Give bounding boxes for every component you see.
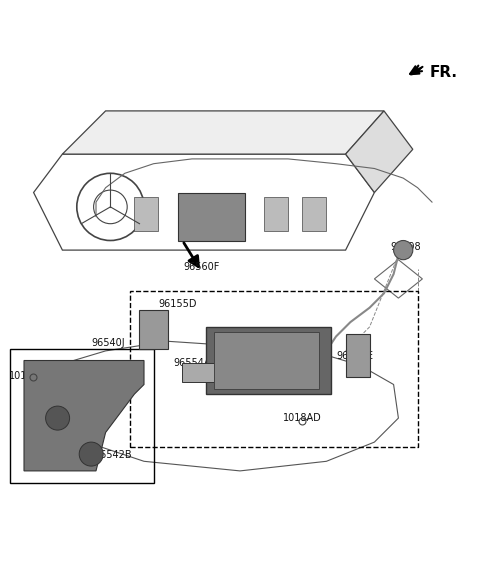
Polygon shape	[62, 111, 384, 154]
Circle shape	[46, 406, 70, 430]
Bar	[134, 197, 158, 231]
Bar	[214, 332, 319, 389]
Bar	[10, 349, 154, 483]
Polygon shape	[346, 111, 413, 193]
Bar	[206, 327, 331, 394]
Text: 96560F: 96560F	[183, 262, 220, 272]
Circle shape	[79, 442, 103, 466]
Bar	[346, 334, 370, 377]
Polygon shape	[410, 69, 420, 75]
Circle shape	[394, 241, 413, 260]
Text: 96554A: 96554A	[173, 358, 211, 368]
Text: 1018AD: 1018AD	[283, 413, 322, 423]
Text: 96540J: 96540J	[91, 338, 125, 349]
Bar	[182, 363, 221, 382]
Text: 96542B: 96542B	[94, 450, 132, 460]
Polygon shape	[24, 361, 144, 471]
Bar	[139, 310, 168, 349]
Text: 1018AD: 1018AD	[9, 372, 47, 381]
Bar	[264, 197, 288, 231]
Text: FR.: FR.	[430, 65, 457, 80]
Text: 96198: 96198	[390, 242, 421, 252]
Bar	[302, 197, 326, 231]
Text: 96155E: 96155E	[336, 351, 374, 361]
Text: 96155D: 96155D	[158, 299, 197, 309]
Bar	[178, 193, 245, 241]
Bar	[130, 291, 418, 447]
Text: 96542B: 96542B	[56, 415, 93, 425]
